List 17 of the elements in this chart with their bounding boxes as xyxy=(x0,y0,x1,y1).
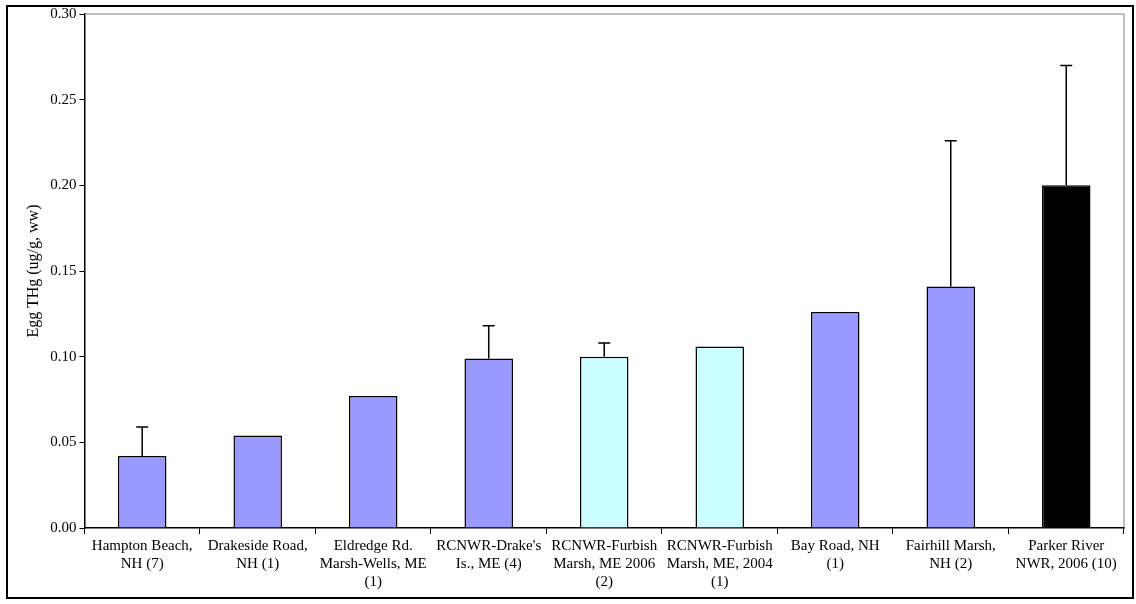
x-tick-label: Hampton Beach, NH (7) xyxy=(91,536,193,572)
x-tick-label: Eldredge Rd. Marsh-Wells, ME (1) xyxy=(319,536,427,590)
y-tick-label: 0.00 xyxy=(50,518,77,535)
x-tick-label: RCNWR-Furbish Marsh, ME, 2004 (1) xyxy=(666,536,774,590)
x-tick-label: Drakeside Road, NH (1) xyxy=(207,536,308,572)
y-axis-title: Egg THg (ug/g, ww) xyxy=(23,204,42,338)
y-tick-label: 0.05 xyxy=(50,433,77,450)
x-tick-label: Bay Road, NH (1) xyxy=(790,536,880,572)
x-tick-label: Fairhill Marsh, NH (2) xyxy=(905,536,996,572)
x-tick-label: RCNWR-Drake's Is., ME (4) xyxy=(436,536,542,572)
y-tick-label: 0.15 xyxy=(50,261,77,278)
y-tick-label: 0.30 xyxy=(50,4,77,21)
y-tick-label: 0.25 xyxy=(50,90,77,107)
y-tick-label: 0.20 xyxy=(50,176,77,193)
x-tick-label: Parker River NWR, 2006 (10) xyxy=(1015,536,1117,572)
x-tick-label: RCNWR-Furbish Marsh, ME 2006 (2) xyxy=(551,536,658,590)
y-tick-label: 0.10 xyxy=(50,347,77,364)
